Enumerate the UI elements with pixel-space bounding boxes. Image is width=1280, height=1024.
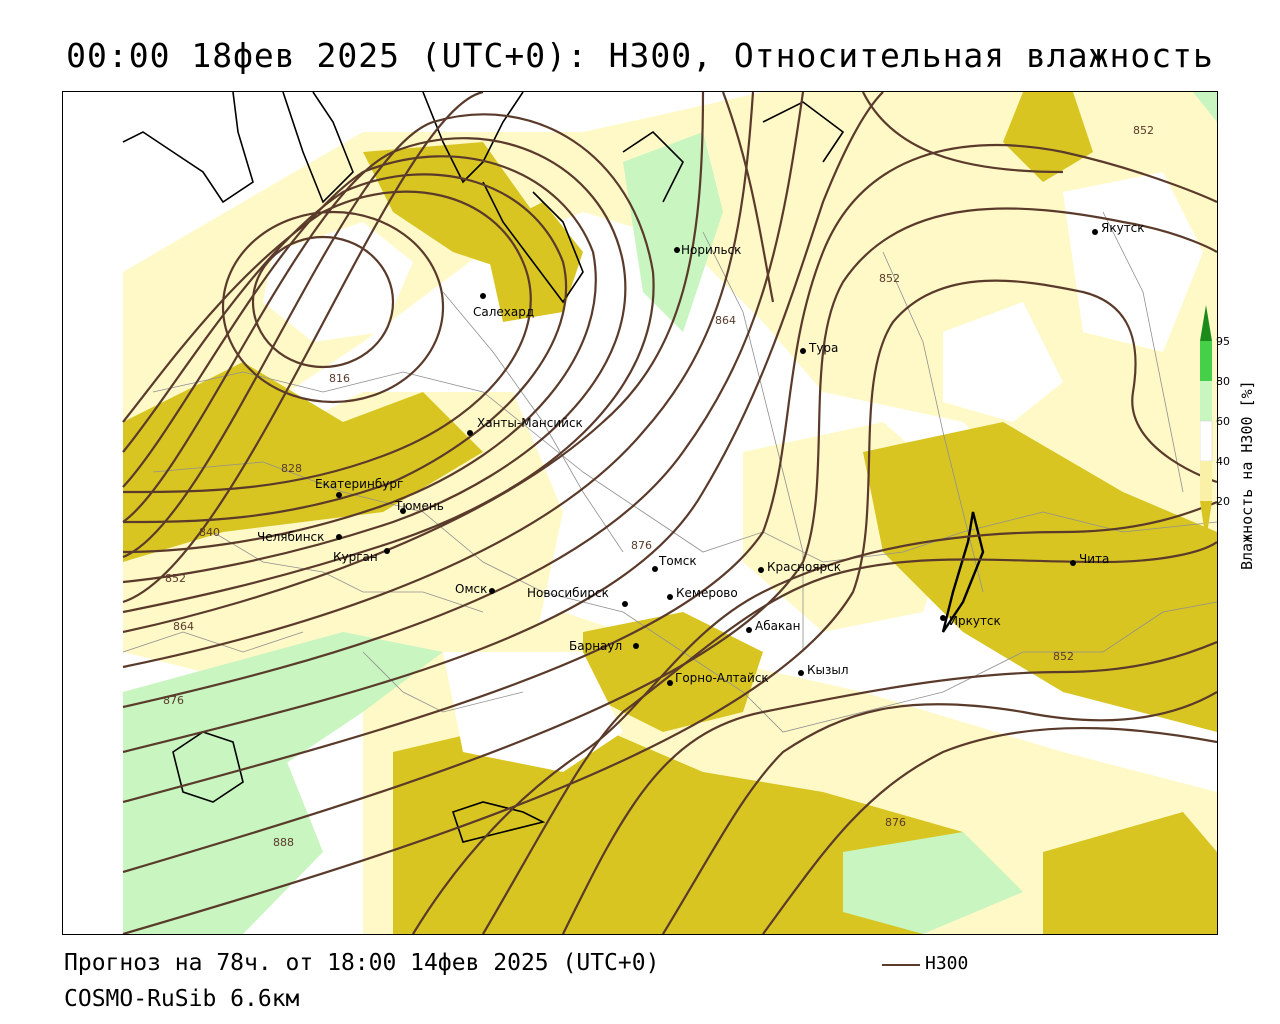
humidity-fill-layer xyxy=(123,92,1217,934)
city-layer: Салехард Норильск Якутск Тура Ханты-Манс… xyxy=(257,221,1145,686)
h300-legend-line xyxy=(882,964,920,966)
city-label: Курган xyxy=(333,550,378,564)
map-panel: 816 828 840 852 864 876 888 864 852 852 … xyxy=(62,91,1218,935)
colorbar-title: Влажность на H300 [%] xyxy=(1238,380,1256,570)
city-label: Салехард xyxy=(473,305,534,319)
city-label: Кемерово xyxy=(676,586,738,600)
colorbar-tick: 80 xyxy=(1216,375,1230,388)
colorbar-tick: 40 xyxy=(1216,455,1230,468)
forecast-info: Прогноз на 78ч. от 18:00 14фев 2025 (UTC… xyxy=(64,950,660,976)
colorbar-40-60 xyxy=(1200,420,1213,462)
map-title: 00:00 18фев 2025 (UTC+0): H300, Относите… xyxy=(66,36,1214,75)
contour-label: 852 xyxy=(879,272,900,285)
colorbar-80-95 xyxy=(1200,341,1212,381)
colorbar-lt20 xyxy=(1200,501,1212,541)
city-label: Якутск xyxy=(1101,221,1145,235)
contour-label: 876 xyxy=(163,694,184,707)
city-label: Тура xyxy=(808,341,838,355)
city-label: Абакан xyxy=(755,619,800,633)
city-label: Омск xyxy=(455,582,487,596)
humidity-colorbar: 95 80 60 40 20 xyxy=(1200,305,1230,541)
contour-label: 864 xyxy=(173,620,194,633)
city-label: Ханты-Мансийск xyxy=(477,416,583,430)
city-label: Новосибирск xyxy=(527,586,609,600)
contour-label: 864 xyxy=(715,314,736,327)
h300-legend-label: H300 xyxy=(925,953,969,974)
contour-label-layer: 816 828 840 852 864 876 888 864 852 852 … xyxy=(163,124,1154,849)
city-label: Красноярск xyxy=(767,560,841,574)
colorbar-60-80 xyxy=(1200,381,1212,421)
city-label: Иркутск xyxy=(949,614,1001,628)
city-label: Кызыл xyxy=(807,663,849,677)
coastline-layer xyxy=(122,92,985,843)
city-label: Чита xyxy=(1079,552,1109,566)
city-label: Барнаул xyxy=(569,639,622,653)
contour-label: 888 xyxy=(273,836,294,849)
city-label: Тюмень xyxy=(394,499,444,513)
colorbar-20-40 xyxy=(1200,461,1212,501)
contour-label: 852 xyxy=(1053,650,1074,663)
contour-label: 816 xyxy=(329,372,350,385)
h300-contour-layer xyxy=(122,92,1217,934)
contour-label: 852 xyxy=(165,572,186,585)
city-label: Екатеринбург xyxy=(315,477,403,491)
contour-label: 828 xyxy=(281,462,302,475)
map-canvas: 816 828 840 852 864 876 888 864 852 852 … xyxy=(122,92,1217,934)
colorbar-gt95 xyxy=(1200,305,1212,341)
city-label: Норильск xyxy=(681,243,741,257)
colorbar-tick: 95 xyxy=(1216,335,1230,348)
contour-label: 840 xyxy=(199,526,220,539)
contour-label: 876 xyxy=(885,816,906,829)
city-label: Челябинск xyxy=(257,530,324,544)
city-label: Томск xyxy=(658,554,697,568)
contour-label: 876 xyxy=(631,539,652,552)
colorbar-tick: 20 xyxy=(1216,495,1230,508)
contour-label: 852 xyxy=(1133,124,1154,137)
colorbar-tick: 60 xyxy=(1216,415,1230,428)
city-label: Горно-Алтайск xyxy=(675,671,769,685)
model-name: COSMO-RuSib 6.6км xyxy=(64,986,300,1012)
